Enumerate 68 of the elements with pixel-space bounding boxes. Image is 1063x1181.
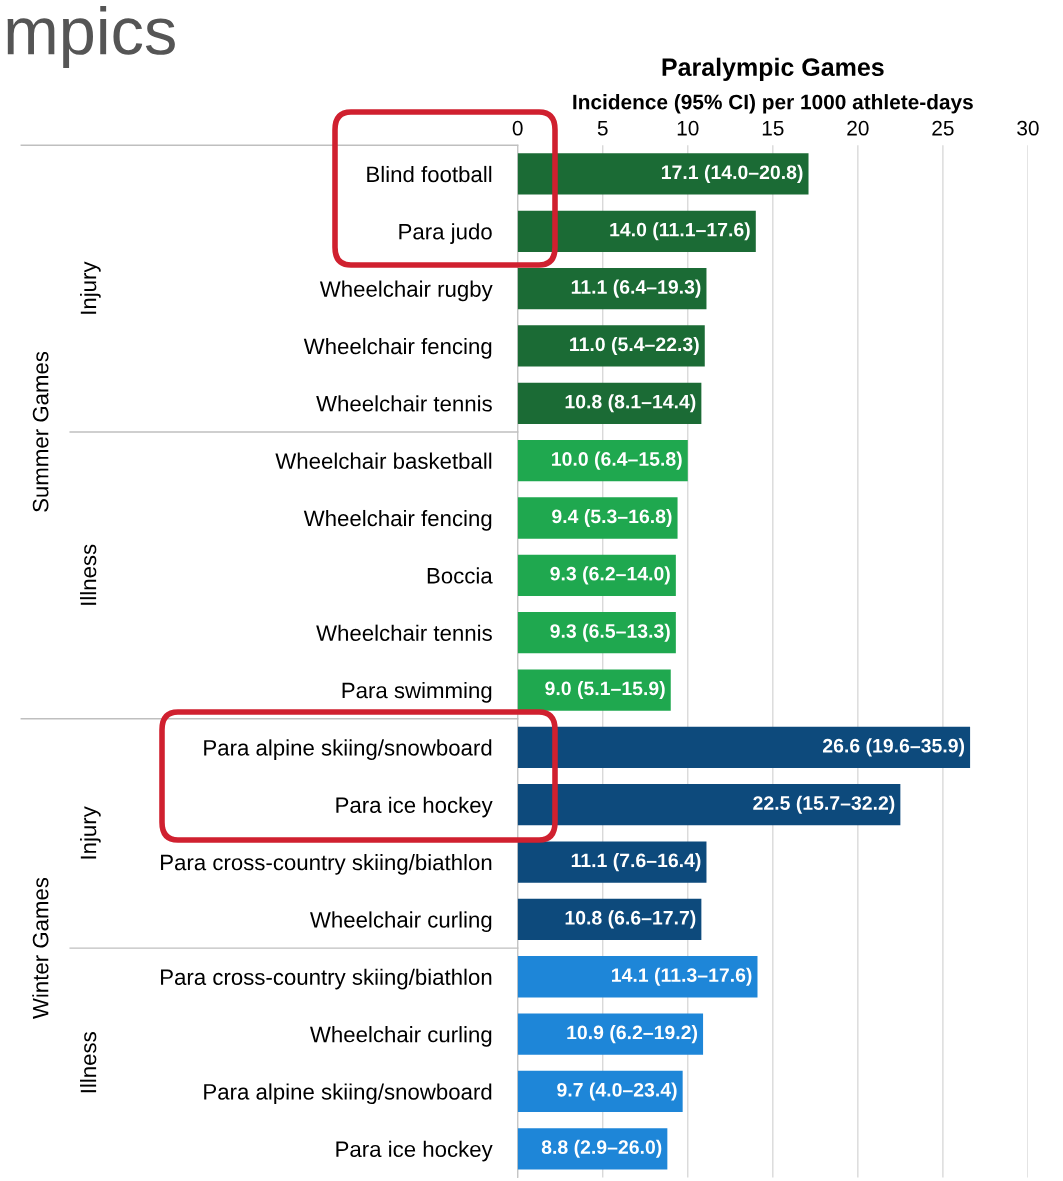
bar: [517, 267, 707, 310]
y-tick-label: Wheelchair basketball: [275, 452, 492, 469]
y-tick-label: Wheelchair curling: [310, 1026, 492, 1047]
data-label: 10.9 (6.2–19.2): [567, 1025, 698, 1044]
data-label: 26.6 (19.6–35.9): [822, 738, 965, 757]
data-label: 17.1 (14.0–20.8): [661, 164, 803, 183]
data-label: 11.0 (5.4–22.3): [570, 336, 699, 356]
y-tick-label: Para cross-country skiing/biathlon: [161, 854, 492, 875]
y-tick-label: Para judo: [399, 223, 492, 244]
x-tick-label: 10: [677, 120, 699, 136]
y-tick-label: Para alpine skiing/snowboard: [204, 739, 492, 761]
y-tick-label: Boccia: [427, 567, 493, 584]
y-tick-label: Wheelchair tennis: [316, 624, 492, 641]
data-label: 10.8 (8.1–14.4): [565, 394, 696, 413]
y-tick-label: Wheelchair curling: [310, 911, 492, 933]
y-tick-label: Para ice hockey: [336, 1140, 493, 1162]
bar: [517, 153, 809, 195]
bar: [517, 726, 971, 769]
data-label: 22.5 (15.7–32.2): [753, 795, 895, 814]
bar: [517, 1070, 683, 1113]
x-tick-label: 0: [512, 120, 523, 136]
bar: [517, 956, 758, 998]
data-label: 9.3 (6.2–14.0): [550, 566, 670, 585]
text: Injury: [80, 806, 101, 859]
bar: [517, 325, 705, 367]
bar: [517, 210, 756, 252]
data-label: 11.1 (6.4–19.3): [571, 279, 701, 298]
text: Illness: [80, 544, 97, 605]
y-tick-label: Wheelchair rugby: [319, 280, 493, 302]
data-label: 14.0 (11.1–17.6): [610, 222, 750, 241]
bar: [517, 497, 678, 539]
bar: [517, 784, 901, 826]
data-label: 9.3 (6.5–13.3): [550, 623, 670, 642]
y-tick-label: Wheelchair tennis: [316, 395, 492, 412]
data-label: 11.1 (7.6–16.4): [571, 853, 701, 872]
data-label: 10.0 (6.4–15.8): [552, 451, 682, 470]
bar: [517, 554, 676, 596]
text: Summer Games: [32, 351, 49, 512]
text: mpics: [7, 5, 175, 69]
bar: [517, 898, 702, 941]
x-tick-label: 15: [762, 121, 784, 136]
bar: [517, 1013, 704, 1055]
x-axis-title: Incidence (95% CI) per 1000 athlete-days: [573, 94, 973, 114]
bar: [517, 841, 707, 883]
y-tick-label: Para alpine skiing/snowboard: [204, 1083, 492, 1105]
y-tick-label: Wheelchair fencing: [303, 337, 492, 359]
text: Winter Games: [32, 877, 49, 1019]
x-tick-label: 20: [847, 120, 869, 136]
data-label: 9.7 (4.0–23.4): [557, 1082, 677, 1101]
data-label: 9.0 (5.1–15.9): [545, 680, 665, 700]
text: Injury: [80, 261, 101, 314]
bar: [517, 669, 671, 711]
data-label: 9.4 (5.3–16.8): [552, 508, 672, 528]
data-label: 8.8 (2.9–26.0): [541, 1139, 662, 1158]
x-tick-label: 30: [1017, 120, 1039, 136]
data-label: 14.1 (11.3–17.6): [612, 967, 752, 986]
y-tick-label: Blind football: [367, 165, 492, 183]
x-tick-label: 25: [932, 120, 954, 136]
y-tick-label: Wheelchair fencing: [303, 509, 492, 531]
y-tick-label: Para ice hockey: [336, 796, 493, 818]
bar: [517, 382, 702, 424]
text: Illness: [80, 1032, 97, 1093]
x-tick-label: 5: [597, 121, 608, 136]
chart-title: Paralympic Games: [662, 57, 884, 82]
bar: [517, 612, 676, 654]
y-tick-label: Para swimming: [342, 681, 492, 703]
data-label: 10.8 (6.6–17.7): [565, 910, 696, 929]
y-tick-label: Para cross-country skiing/biathlon: [161, 968, 492, 990]
